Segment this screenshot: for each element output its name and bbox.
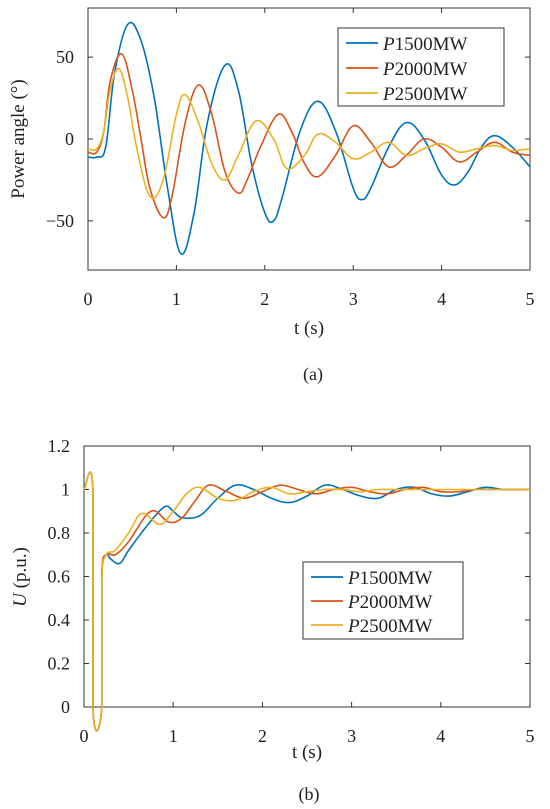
series-line-P1500MW — [87, 21, 531, 255]
x-axis-label-b: t (s) — [292, 742, 322, 763]
x-tick-label: 0 — [84, 289, 93, 309]
y-axis-label-b-italic: U — [10, 592, 31, 607]
legend-label-P2000MW: P2000MW — [347, 592, 433, 613]
x-tick-label: 3 — [349, 289, 358, 309]
series-line-P1500MW — [83, 471, 530, 732]
x-tick-label: 4 — [437, 289, 446, 309]
y-tick-label: 0 — [65, 129, 74, 149]
caption-b: (b) — [299, 784, 320, 805]
y-axis-label-b: U (p.u.) — [10, 547, 31, 607]
series-line-P2000MW — [87, 53, 531, 219]
y-tick-label: 0.8 — [48, 523, 71, 543]
series-group-a — [87, 21, 531, 255]
x-tick-label: 3 — [347, 726, 356, 746]
x-tick-label: 4 — [436, 726, 445, 746]
y-tick-label: 0.4 — [48, 610, 71, 630]
x-tick-label: 1 — [169, 726, 178, 746]
series-line-P2500MW — [83, 471, 530, 732]
y-tick-label: 1 — [61, 480, 70, 500]
y-tick-label: 1.2 — [48, 436, 71, 456]
y-tick-label: −50 — [46, 211, 74, 231]
tick-group-a: 0 1 2 3 4 5 50 0 −50 — [46, 8, 535, 309]
tick-group-b: 0 1 2 3 4 5 0 0.2 0.4 0.6 0.8 1 1.2 — [48, 436, 535, 746]
x-tick-label: 5 — [526, 289, 535, 309]
x-tick-label: 5 — [526, 726, 535, 746]
caption-a: (a) — [303, 364, 323, 385]
legend-a: P1500MW P2000MW P2500MW — [337, 27, 505, 107]
legend-label-P2500MW: P2500MW — [382, 84, 468, 105]
series-group-b — [83, 471, 530, 732]
series-line-P2000MW — [83, 471, 530, 732]
y-axis-label-b-rest: (p.u.) — [10, 547, 31, 593]
chart-panel-a: 0 1 2 3 4 5 50 0 −50 P1500MW P2000MW P2500MW t (s)… — [8, 7, 535, 385]
y-tick-label: 50 — [56, 47, 74, 67]
y-axis-label-a: Power angle (°) — [8, 79, 29, 198]
legend-label-P2500MW: P2500MW — [347, 616, 433, 637]
x-tick-label: 1 — [172, 289, 181, 309]
y-tick-label: 0.6 — [48, 567, 71, 587]
x-tick-label: 2 — [258, 726, 267, 746]
legend-label-P2000MW: P2000MW — [382, 59, 468, 80]
legend-b: P1500MW P2000MW P2500MW — [302, 561, 464, 640]
legend-label-P1500MW: P1500MW — [382, 34, 468, 55]
x-axis-label-a: t (s) — [294, 318, 324, 339]
x-tick-label: 2 — [260, 289, 269, 309]
y-tick-label: 0.2 — [48, 654, 71, 674]
series-line-P2500MW — [87, 67, 531, 200]
y-tick-label: 0 — [61, 697, 70, 717]
x-tick-label: 0 — [80, 726, 89, 746]
legend-label-P1500MW: P1500MW — [347, 568, 433, 589]
chart-panel-b: 0 1 2 3 4 5 0 0.2 0.4 0.6 0.8 1 1.2 P1500MW P2000MW P2… — [10, 436, 535, 805]
